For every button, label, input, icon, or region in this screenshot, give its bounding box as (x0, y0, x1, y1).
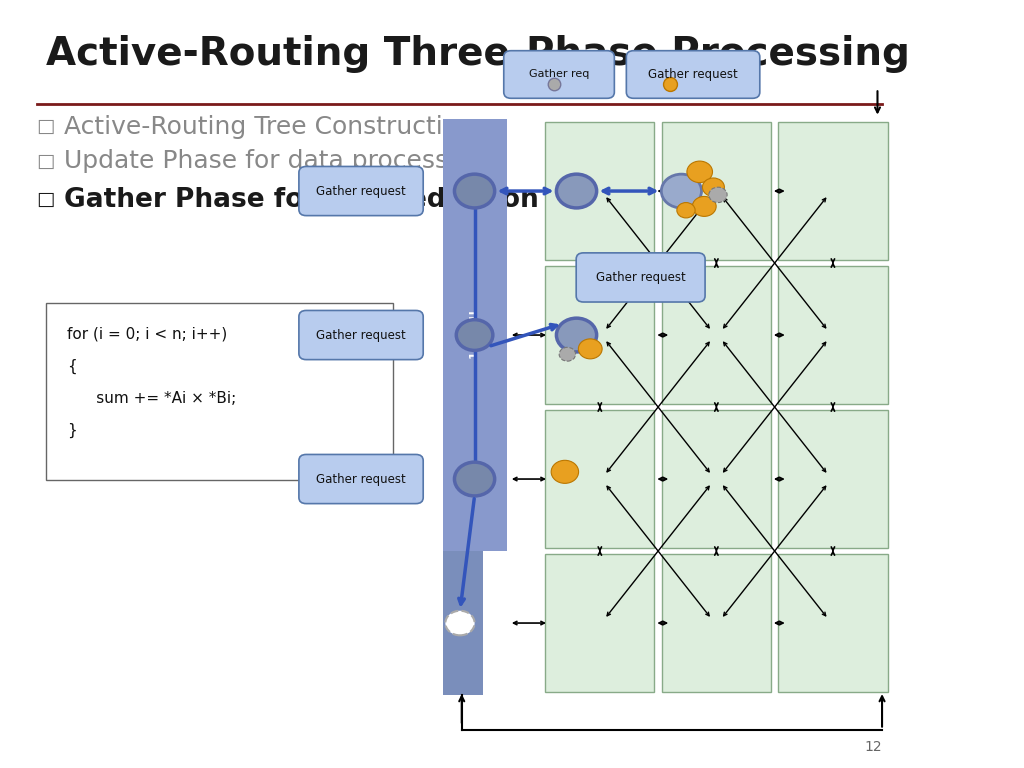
FancyBboxPatch shape (545, 266, 654, 404)
Circle shape (692, 197, 716, 217)
FancyBboxPatch shape (299, 167, 423, 216)
Text: Gather request: Gather request (596, 271, 685, 284)
Text: Gather req: Gather req (528, 69, 589, 80)
FancyBboxPatch shape (545, 122, 654, 260)
Text: Update Phase for data processing: Update Phase for data processing (63, 149, 486, 174)
Text: Ai: Ai (572, 75, 588, 94)
FancyBboxPatch shape (429, 122, 538, 260)
FancyBboxPatch shape (442, 551, 483, 695)
FancyBboxPatch shape (627, 51, 760, 98)
Text: □: □ (37, 190, 55, 209)
Circle shape (556, 318, 597, 352)
Circle shape (455, 462, 495, 496)
Text: Gather Phase for tree reduction: Gather Phase for tree reduction (63, 187, 539, 213)
Circle shape (556, 174, 597, 208)
FancyBboxPatch shape (577, 253, 706, 302)
Text: }: } (67, 423, 77, 439)
Circle shape (551, 460, 579, 483)
Text: Active-Routing Tree Construction: Active-Routing Tree Construction (63, 114, 474, 139)
Text: {: { (67, 359, 77, 374)
Text: sum += *Ai × *Bi;: sum += *Ai × *Bi; (67, 391, 236, 406)
FancyBboxPatch shape (46, 303, 393, 480)
Circle shape (457, 319, 493, 350)
Text: Gather request: Gather request (316, 472, 406, 485)
Circle shape (702, 178, 724, 197)
FancyBboxPatch shape (504, 51, 614, 98)
Text: Gather request: Gather request (316, 329, 406, 342)
FancyBboxPatch shape (429, 410, 538, 548)
Text: Gather request: Gather request (648, 68, 738, 81)
FancyBboxPatch shape (545, 410, 654, 548)
Text: 1st CPU: 1st CPU (470, 311, 479, 359)
FancyBboxPatch shape (429, 554, 538, 692)
FancyBboxPatch shape (662, 266, 771, 404)
FancyBboxPatch shape (299, 310, 423, 359)
Text: Gather request: Gather request (316, 184, 406, 197)
FancyBboxPatch shape (662, 410, 771, 548)
FancyBboxPatch shape (662, 554, 771, 692)
FancyBboxPatch shape (442, 119, 507, 551)
Circle shape (677, 203, 695, 218)
FancyBboxPatch shape (429, 266, 538, 404)
Circle shape (455, 174, 495, 208)
Text: Bi: Bi (688, 75, 705, 94)
Text: for (i = 0; i < n; i++): for (i = 0; i < n; i++) (67, 326, 227, 342)
Circle shape (445, 611, 474, 635)
Circle shape (709, 187, 727, 203)
Text: □: □ (37, 152, 55, 170)
FancyBboxPatch shape (778, 554, 888, 692)
FancyBboxPatch shape (299, 455, 423, 504)
Text: Active-Routing Three-Phase Processing: Active-Routing Three-Phase Processing (46, 35, 909, 72)
FancyBboxPatch shape (545, 554, 654, 692)
Text: 12: 12 (864, 740, 882, 754)
FancyBboxPatch shape (778, 122, 888, 260)
FancyBboxPatch shape (778, 410, 888, 548)
Circle shape (662, 174, 701, 208)
Circle shape (687, 161, 713, 183)
FancyBboxPatch shape (778, 266, 888, 404)
Circle shape (559, 347, 575, 361)
FancyBboxPatch shape (662, 122, 771, 260)
Text: □: □ (37, 118, 55, 136)
Circle shape (579, 339, 602, 359)
